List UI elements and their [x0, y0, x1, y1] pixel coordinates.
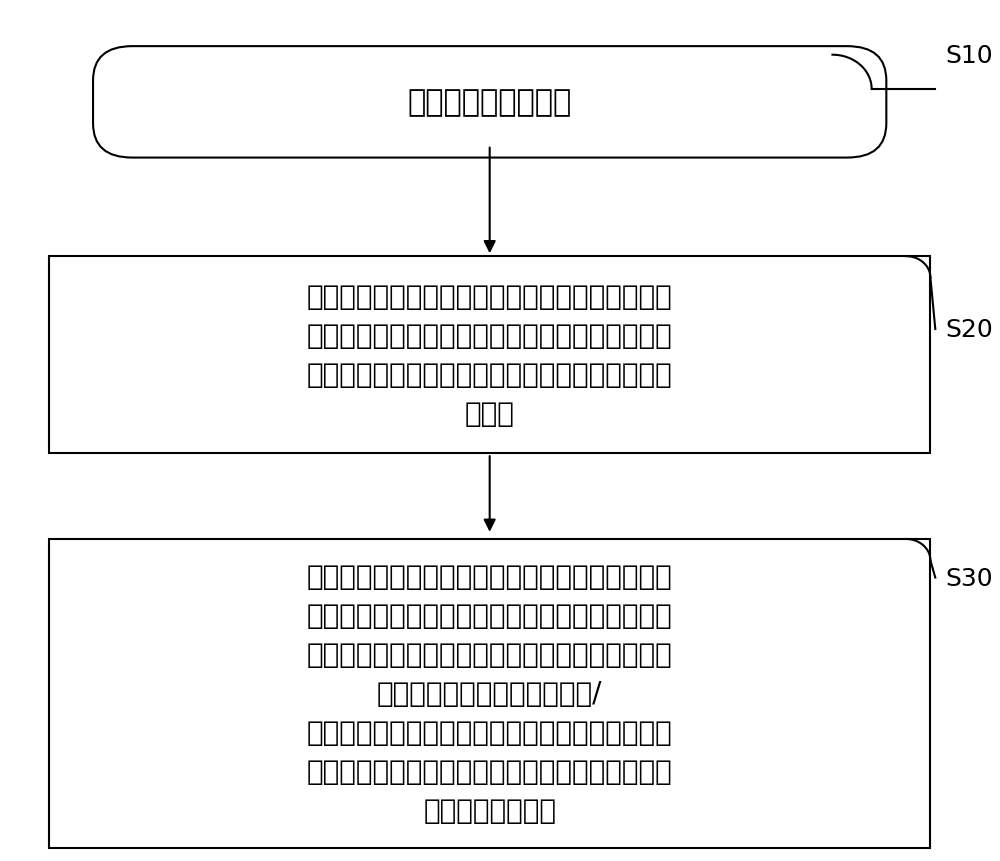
Text: S10: S10: [945, 44, 993, 68]
FancyBboxPatch shape: [49, 539, 930, 847]
FancyBboxPatch shape: [49, 257, 930, 454]
Text: S20: S20: [945, 318, 993, 342]
FancyBboxPatch shape: [93, 47, 886, 158]
Text: 在所述空调的运行状态达到预设状态后，获取第一
感温包测量的各分流管的第一管温，及获取空调的
内机蒸发器上的第二感温包测量的蒸发器内管的第
二管温: 在所述空调的运行状态达到预设状态后，获取第一 感温包测量的各分流管的第一管温，及…: [307, 283, 673, 428]
Text: 若所述第一管温与所述第二管温的差值大于预设值
，调节电子膨胀阀的开度至预设开度，控制换热介
质流至各分流管的流量，以使各分流管中的换热介
质的流量差在预设范围内: 若所述第一管温与所述第二管温的差值大于预设值 ，调节电子膨胀阀的开度至预设开度，…: [307, 562, 673, 824]
Text: S30: S30: [945, 566, 993, 590]
Text: 获取空调的运行状态: 获取空调的运行状态: [408, 88, 572, 117]
